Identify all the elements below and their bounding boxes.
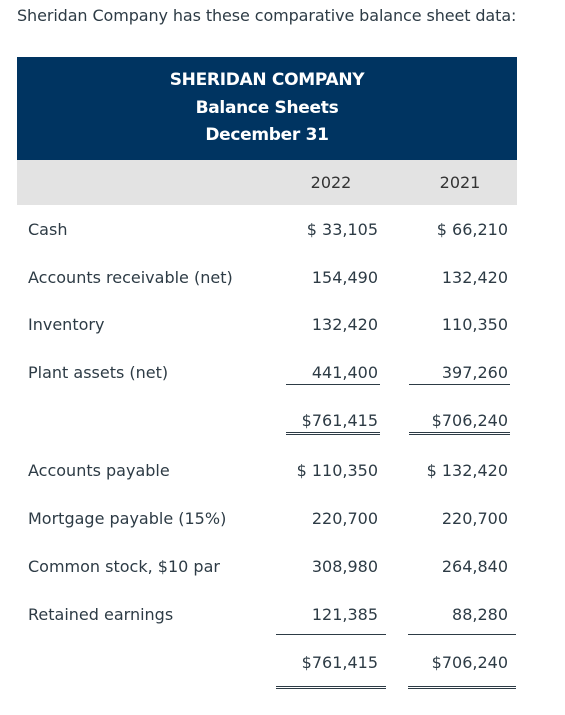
table-row: Accounts receivable (net) 154,490 132,42… — [0, 266, 565, 290]
value-2022: 121,385 — [311, 605, 378, 624]
statement-header: SHERIDAN COMPANY Balance Sheets December… — [17, 57, 517, 160]
row-label: Cash — [28, 220, 68, 239]
value-2022: $ 110,350 — [296, 461, 378, 480]
value-2021: 132,420 — [441, 268, 508, 287]
value-2022: 220,700 — [311, 509, 378, 528]
table-row: Plant assets (net) 441,400 397,260 — [0, 361, 565, 385]
total-liabilities-equity-2021: $706,240 — [431, 653, 508, 672]
total-assets-row: $761,415 $706,240 — [0, 409, 565, 433]
subtotal-underline-2022 — [276, 634, 386, 635]
value-2022: $ 33,105 — [306, 220, 378, 239]
value-2021: 110,350 — [441, 315, 508, 334]
total-liabilities-equity-2022: $761,415 — [301, 653, 378, 672]
value-2021: $ 132,420 — [426, 461, 508, 480]
value-2021: 88,280 — [452, 605, 508, 624]
value-2021: $ 66,210 — [436, 220, 508, 239]
intro-text: Sheridan Company has these comparative b… — [17, 6, 517, 25]
row-label: Retained earnings — [28, 605, 174, 624]
row-label: Accounts receivable (net) — [28, 268, 233, 287]
column-header-2021: 2021 — [439, 173, 481, 192]
table-row: Cash $ 33,105 $ 66,210 — [0, 218, 565, 242]
value-2022: 132,420 — [311, 315, 378, 334]
value-2022: 308,980 — [311, 557, 378, 576]
table-row: Common stock, $10 par 308,980 264,840 — [0, 555, 565, 579]
subtotal-underline-2021 — [409, 384, 510, 385]
total-liabilities-equity-row: $761,415 $706,240 — [0, 651, 565, 675]
company-name: SHERIDAN COMPANY — [169, 70, 365, 90]
total-assets-2022: $761,415 — [301, 411, 378, 430]
total-double-underline-2022 — [286, 432, 380, 435]
subtotal-underline-2021 — [408, 634, 516, 635]
table-row: Inventory 132,420 110,350 — [0, 313, 565, 337]
table-row: Mortgage payable (15%) 220,700 220,700 — [0, 507, 565, 531]
value-2021: 264,840 — [441, 557, 508, 576]
row-label: Inventory — [28, 315, 105, 334]
table-row: Retained earnings 121,385 88,280 — [0, 603, 565, 627]
value-2021: 397,260 — [441, 363, 508, 382]
subtotal-underline-2022 — [286, 384, 380, 385]
row-label: Plant assets (net) — [28, 363, 169, 382]
column-header-row: 2022 2021 — [17, 160, 517, 205]
value-2022: 154,490 — [311, 268, 378, 287]
column-header-2022: 2022 — [310, 173, 352, 192]
row-label: Common stock, $10 par — [28, 557, 220, 576]
row-label: Mortgage payable (15%) — [28, 509, 227, 528]
total-double-underline-2021 — [408, 686, 516, 689]
value-2022: 441,400 — [311, 363, 378, 382]
row-label: Accounts payable — [28, 461, 170, 480]
statement-date: December 31 — [205, 125, 329, 145]
total-assets-2021: $706,240 — [431, 411, 508, 430]
value-2021: 220,700 — [441, 509, 508, 528]
statement-title: Balance Sheets — [195, 98, 339, 118]
total-double-underline-2021 — [409, 432, 510, 435]
total-double-underline-2022 — [276, 686, 386, 689]
table-row: Accounts payable $ 110,350 $ 132,420 — [0, 459, 565, 483]
